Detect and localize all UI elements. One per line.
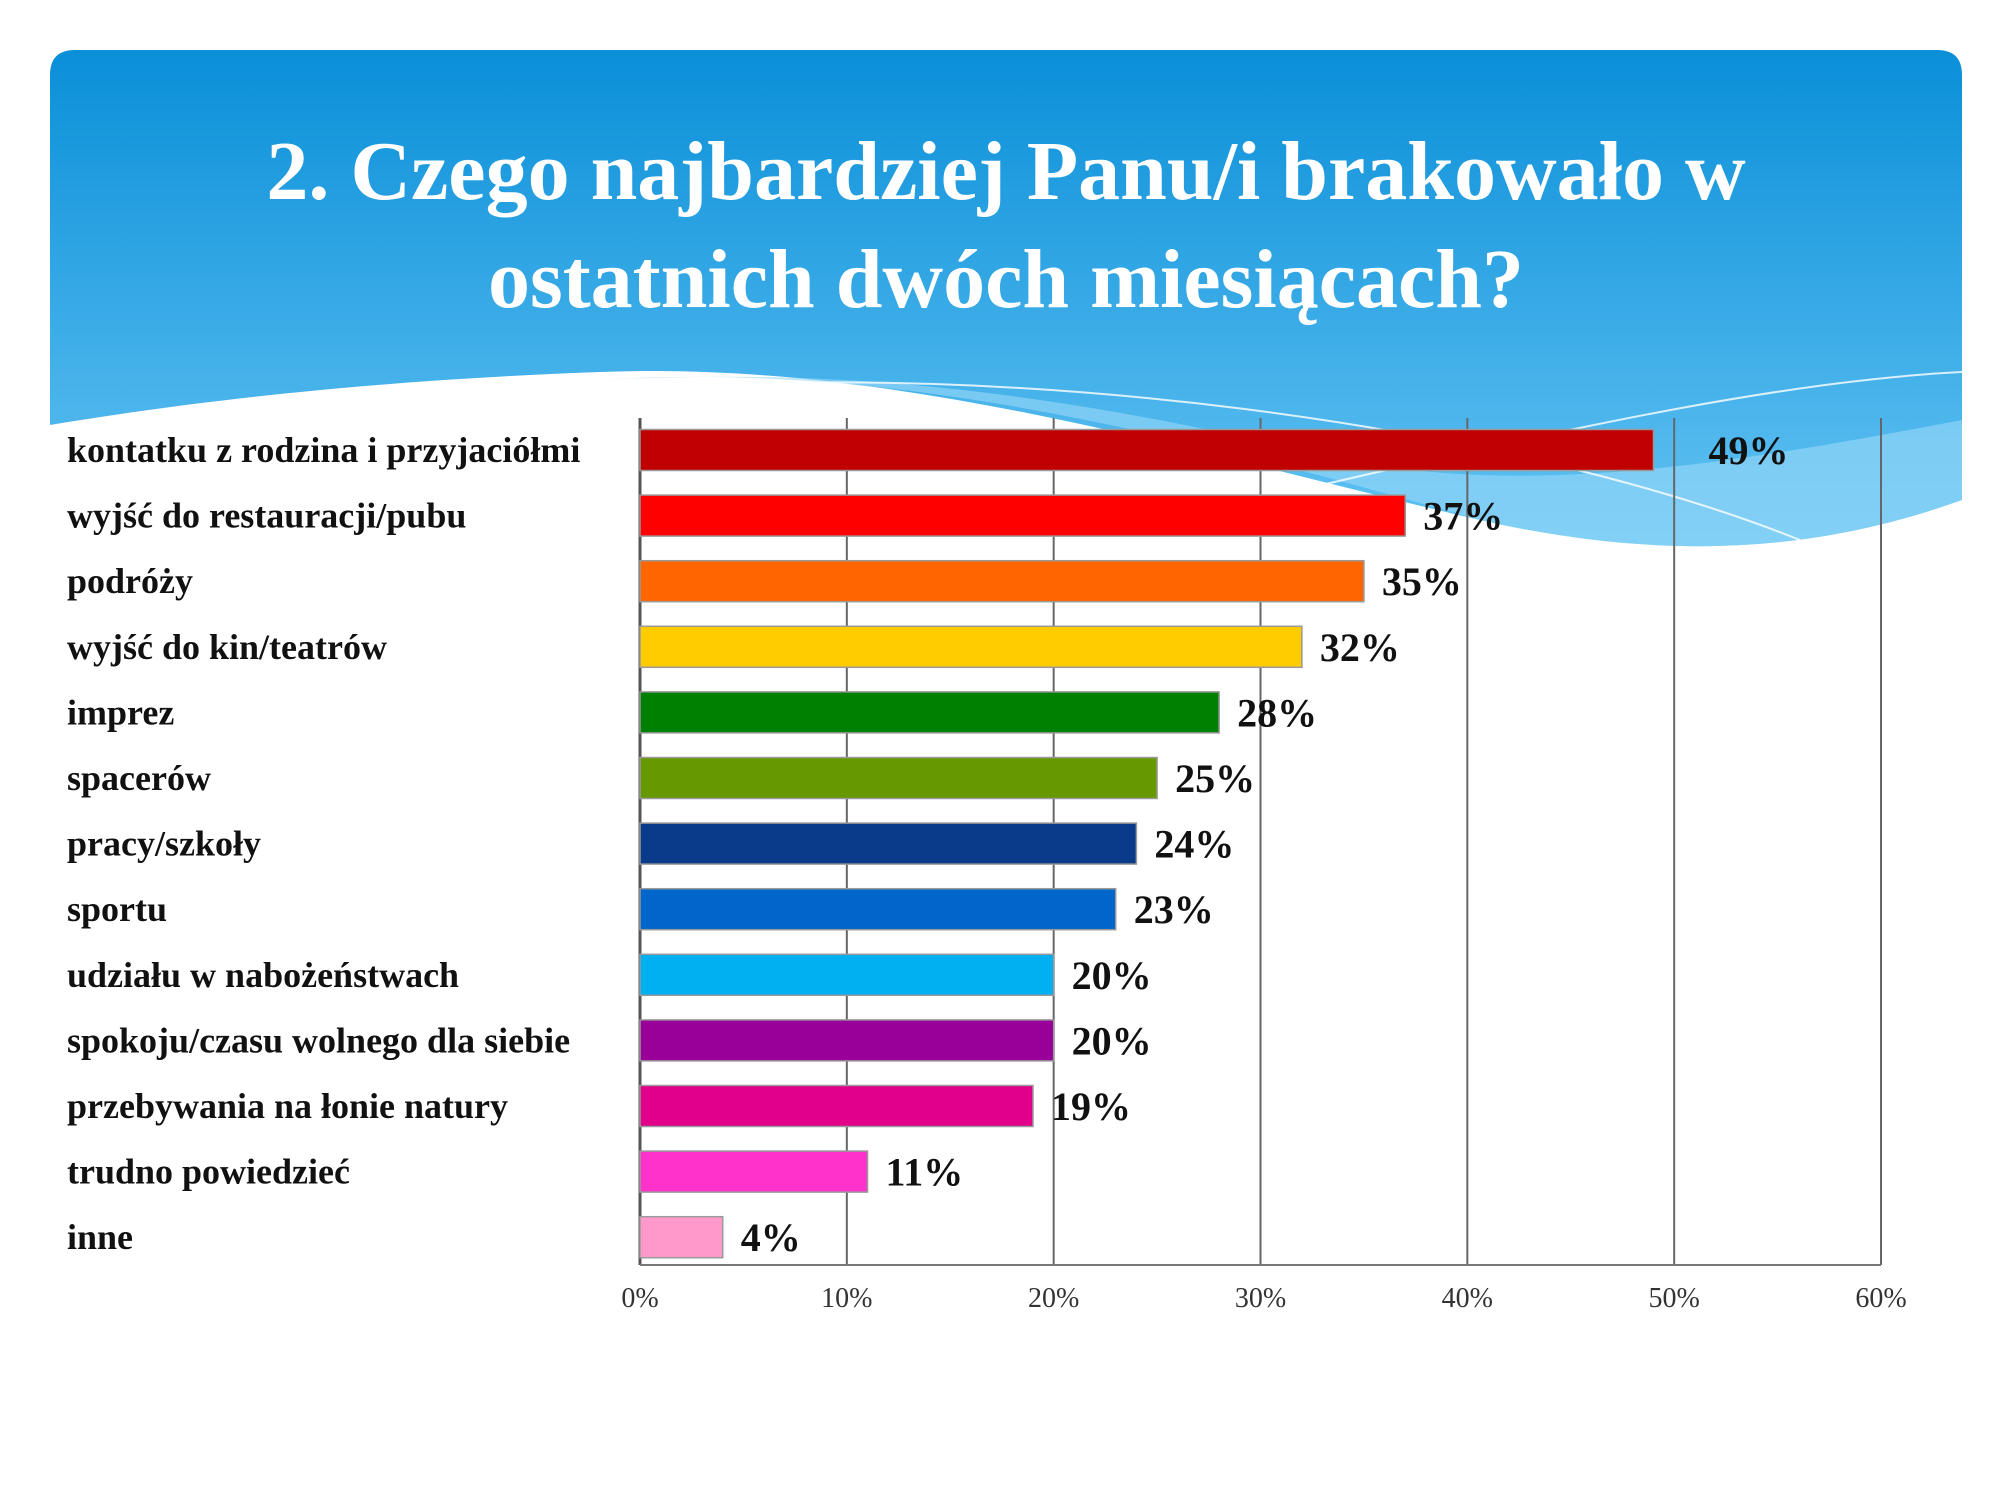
data-label: 19%: [1051, 1084, 1131, 1129]
data-label: 20%: [1072, 1018, 1152, 1063]
banner-shape: [50, 50, 1962, 547]
bar: [639, 1150, 869, 1193]
bar: [639, 428, 1655, 472]
data-label: 25%: [1175, 756, 1255, 801]
category-label: kontatku z rodzina i przyjaciółmi: [67, 430, 580, 470]
category-label: sportu: [67, 889, 167, 929]
x-tick-label: 0%: [621, 1283, 658, 1314]
category-label: spacerów: [67, 758, 211, 798]
x-tick-label: 60%: [1855, 1283, 1906, 1314]
bar: [639, 822, 1138, 865]
data-label: 20%: [1072, 953, 1152, 998]
data-label: 28%: [1237, 690, 1317, 735]
data-label: 49%: [1708, 428, 1788, 473]
bar: [639, 1215, 724, 1259]
category-label: wyjść do kin/teatrów: [67, 627, 387, 667]
x-tick-label: 30%: [1235, 1283, 1286, 1314]
bar: [639, 1084, 1034, 1128]
category-label: przebywania na łonie natury: [67, 1086, 508, 1126]
bar: [639, 887, 1117, 931]
category-label: udziału w nabożeństwach: [67, 955, 459, 995]
data-label: 24%: [1154, 822, 1234, 867]
bar: [639, 756, 1158, 800]
x-tick-label: 20%: [1028, 1283, 1079, 1314]
title-line-1: 2. Czego najbardziej Panu/i brakowało w: [266, 125, 1746, 218]
category-label: trudno powiedzieć: [67, 1152, 350, 1192]
data-label: 23%: [1134, 887, 1214, 932]
bar: [639, 494, 1407, 537]
x-tick-label: 50%: [1649, 1283, 1700, 1314]
bar: [639, 559, 1365, 603]
bar: [639, 953, 1055, 997]
data-label: 35%: [1382, 559, 1462, 604]
category-label: imprez: [67, 692, 174, 732]
bar: [639, 691, 1220, 734]
category-label: spokoju/czasu wolnego dla siebie: [67, 1020, 570, 1060]
data-label: 4%: [741, 1215, 801, 1260]
title-line-2: ostatnich dwóch miesiącach?: [488, 233, 1524, 326]
category-label: wyjść do restauracji/pubu: [67, 496, 466, 536]
bar: [639, 1019, 1055, 1062]
data-label: 32%: [1320, 625, 1400, 670]
data-label: 37%: [1423, 494, 1503, 539]
category-label: pracy/szkoły: [67, 824, 261, 864]
banner-line: [639, 381, 1801, 541]
page-title: 2. Czego najbardziej Panu/i brakowało w …: [50, 118, 1962, 334]
category-label: podróży: [67, 561, 193, 601]
x-tick-label: 10%: [821, 1283, 872, 1314]
data-label: 11%: [886, 1150, 964, 1195]
bar: [639, 625, 1303, 669]
x-tick-label: 40%: [1442, 1283, 1493, 1314]
category-label: inne: [67, 1217, 133, 1257]
